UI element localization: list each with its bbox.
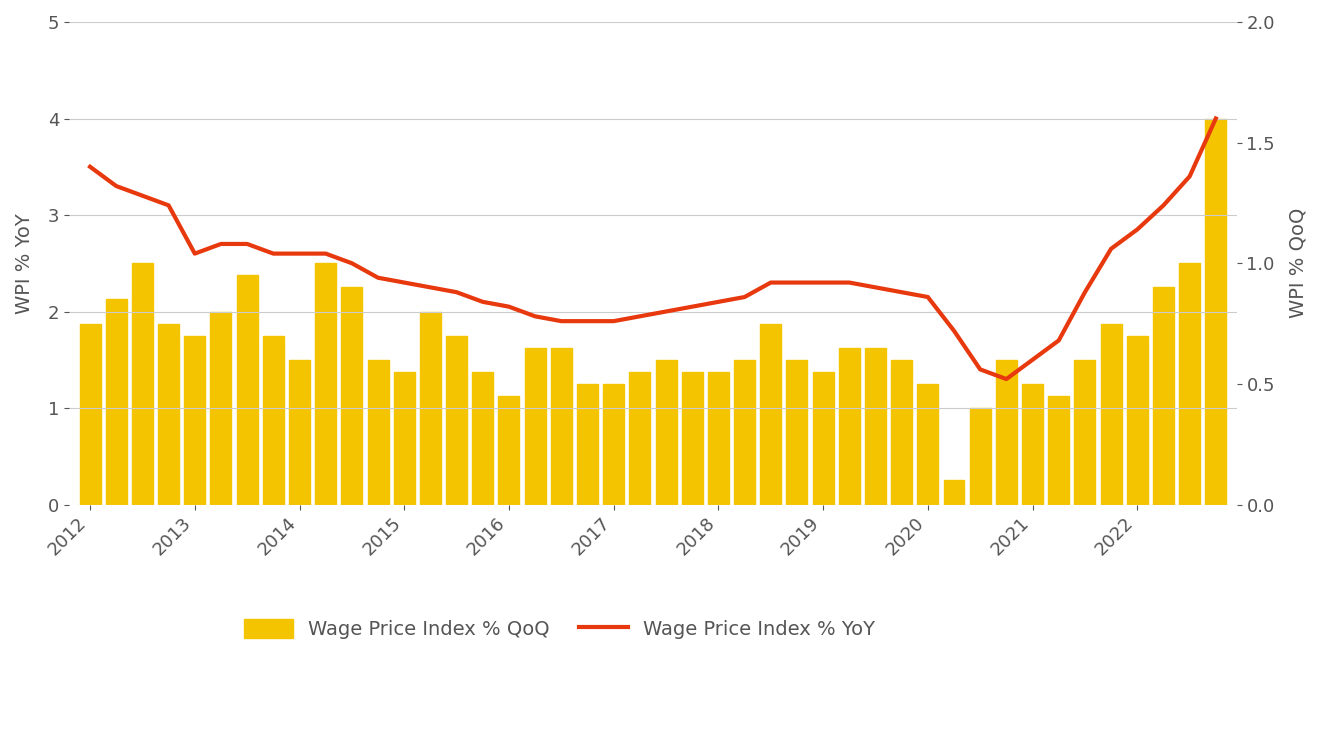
Y-axis label: WPI % YoY: WPI % YoY bbox=[15, 213, 34, 314]
Bar bbox=[368, 359, 389, 505]
Bar bbox=[839, 348, 860, 505]
Bar bbox=[656, 359, 676, 505]
Bar bbox=[681, 372, 703, 505]
Bar bbox=[237, 275, 258, 505]
Bar bbox=[79, 323, 101, 505]
Bar bbox=[630, 372, 651, 505]
Bar bbox=[1205, 119, 1226, 505]
Bar bbox=[1127, 336, 1148, 505]
Bar bbox=[996, 359, 1017, 505]
Bar bbox=[865, 348, 886, 505]
Bar bbox=[1101, 323, 1122, 505]
Bar bbox=[708, 372, 729, 505]
Bar bbox=[892, 359, 912, 505]
Bar bbox=[210, 311, 232, 505]
Bar bbox=[917, 384, 938, 505]
Bar bbox=[394, 372, 414, 505]
Bar bbox=[812, 372, 833, 505]
Bar bbox=[106, 300, 127, 505]
Bar bbox=[734, 359, 755, 505]
Bar bbox=[446, 336, 467, 505]
Bar bbox=[970, 408, 991, 505]
Bar bbox=[1023, 384, 1043, 505]
Y-axis label: WPI % QoQ: WPI % QoQ bbox=[1289, 208, 1308, 318]
Bar bbox=[603, 384, 624, 505]
Bar bbox=[288, 359, 310, 505]
Bar bbox=[550, 348, 572, 505]
Bar bbox=[263, 336, 284, 505]
Bar bbox=[1074, 359, 1095, 505]
Bar bbox=[577, 384, 598, 505]
Bar bbox=[472, 372, 493, 505]
Bar bbox=[132, 263, 153, 505]
Bar bbox=[315, 263, 336, 505]
Bar bbox=[419, 311, 441, 505]
Bar bbox=[1048, 396, 1069, 505]
Bar bbox=[1152, 287, 1174, 505]
Bar bbox=[159, 323, 179, 505]
Bar bbox=[499, 396, 520, 505]
Bar bbox=[943, 480, 964, 505]
Legend: Wage Price Index % QoQ, Wage Price Index % YoY: Wage Price Index % QoQ, Wage Price Index… bbox=[237, 611, 882, 646]
Bar bbox=[761, 323, 781, 505]
Bar bbox=[184, 336, 205, 505]
Bar bbox=[1179, 263, 1200, 505]
Bar bbox=[341, 287, 363, 505]
Bar bbox=[525, 348, 545, 505]
Bar bbox=[786, 359, 807, 505]
